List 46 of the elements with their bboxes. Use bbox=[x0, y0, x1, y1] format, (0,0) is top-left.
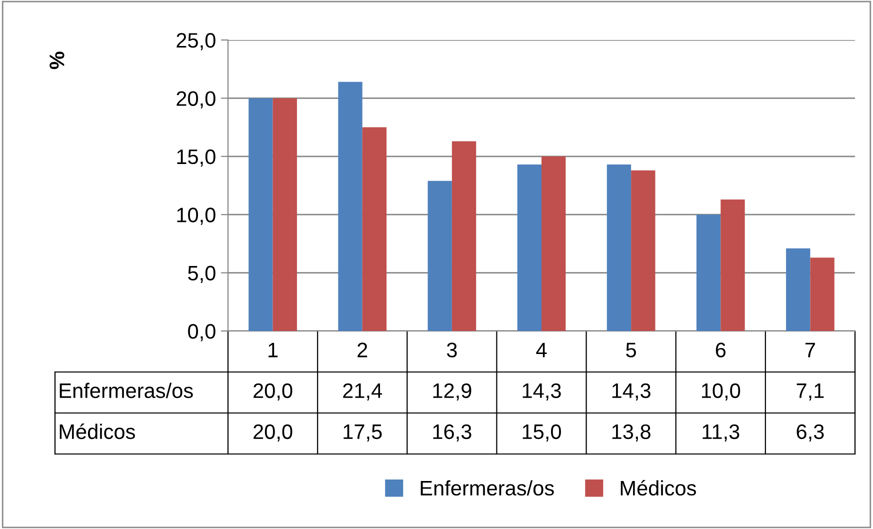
data-label: 21,4 bbox=[343, 383, 382, 401]
data-label: 20,0 bbox=[254, 424, 292, 442]
data-label: 14,3 bbox=[522, 383, 561, 401]
text: % bbox=[50, 52, 64, 70]
data-label: 14,3 bbox=[612, 383, 650, 401]
bar bbox=[338, 82, 362, 331]
bar bbox=[631, 170, 656, 331]
bar bbox=[452, 141, 476, 331]
bar bbox=[606, 164, 632, 331]
bar bbox=[272, 98, 297, 331]
legend-label: Enfermeras/os bbox=[420, 480, 554, 496]
data-label: 16,3 bbox=[433, 424, 472, 442]
data-label: 10,0 bbox=[702, 383, 740, 401]
x-tick-label: 7 bbox=[805, 342, 815, 358]
y-tick-label: 0,0 bbox=[188, 324, 216, 342]
data-label: 11,3 bbox=[702, 424, 740, 442]
y-tick-label: 15,0 bbox=[177, 149, 216, 167]
bar bbox=[720, 199, 745, 331]
data-label: 20,0 bbox=[254, 383, 292, 401]
x-tick-label: 6 bbox=[716, 342, 726, 358]
y-tick-label: 5,0 bbox=[188, 266, 216, 284]
x-tick-label: 2 bbox=[358, 342, 368, 358]
bar bbox=[428, 180, 452, 331]
bar bbox=[696, 214, 721, 331]
legend-label: Médicos bbox=[620, 480, 696, 496]
data-label: 7,1 bbox=[796, 384, 824, 401]
bar bbox=[810, 258, 834, 331]
data-label: 13,8 bbox=[612, 424, 650, 442]
y-tick-label: 25,0 bbox=[176, 33, 216, 50]
bar bbox=[542, 156, 566, 331]
data-label: 17,5 bbox=[344, 424, 382, 442]
y-tick-label: 10,0 bbox=[177, 208, 216, 225]
text: Enfermeras/os bbox=[60, 382, 193, 398]
bar bbox=[786, 248, 810, 331]
x-tick-label: 5 bbox=[626, 342, 636, 358]
data-label: 12,9 bbox=[433, 383, 472, 401]
bar bbox=[517, 164, 542, 331]
x-tick-label: 1 bbox=[268, 342, 278, 358]
data-label: 15,0 bbox=[522, 424, 561, 442]
x-tick-label: 4 bbox=[536, 342, 547, 358]
bar bbox=[248, 98, 273, 331]
x-tick-label: 3 bbox=[446, 342, 457, 358]
text: Médicos bbox=[60, 424, 135, 440]
y-tick-label: 20,0 bbox=[176, 91, 216, 108]
bar bbox=[362, 127, 387, 331]
data-label: 6,3 bbox=[796, 424, 824, 442]
